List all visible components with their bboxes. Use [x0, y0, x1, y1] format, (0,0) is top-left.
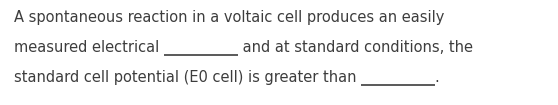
Text: A spontaneous reaction in a voltaic cell produces an easily: A spontaneous reaction in a voltaic cell… [14, 10, 444, 25]
Text: standard cell potential (E0 cell) is greater than: standard cell potential (E0 cell) is gre… [14, 70, 361, 85]
Text: measured electrical: measured electrical [14, 40, 164, 55]
Text: .: . [435, 70, 440, 85]
Text: and at standard conditions, the: and at standard conditions, the [238, 40, 473, 55]
